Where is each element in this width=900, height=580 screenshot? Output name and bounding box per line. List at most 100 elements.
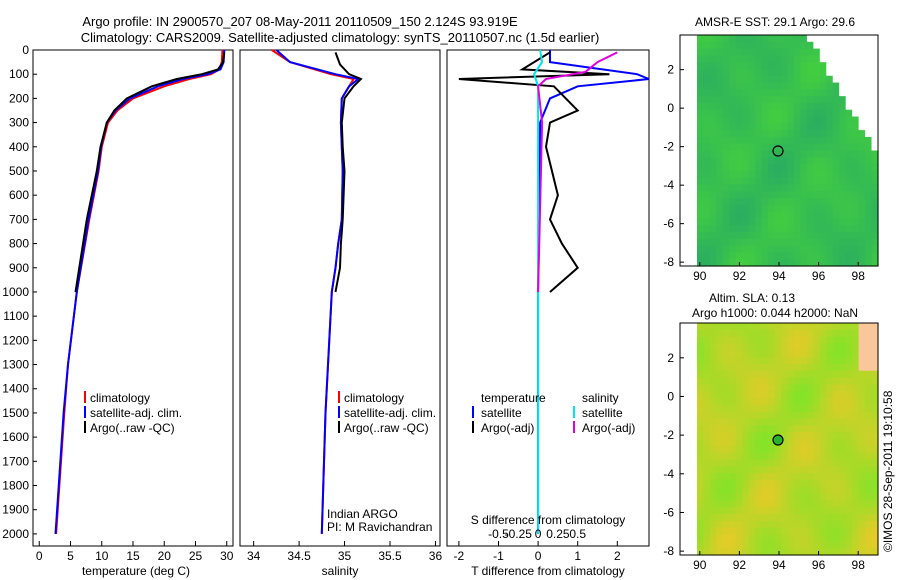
field-cell — [774, 466, 782, 474]
field-cell — [768, 211, 776, 220]
field-cell — [768, 259, 776, 267]
field-cell — [697, 425, 705, 433]
field-cell — [729, 157, 737, 165]
field-cell — [858, 177, 866, 186]
field-cell — [768, 363, 776, 372]
field-cell — [845, 370, 853, 379]
field-cell — [813, 432, 821, 440]
field-cell — [722, 363, 730, 372]
field-cell — [819, 493, 827, 502]
field-cell — [716, 225, 724, 233]
field-cell — [832, 41, 840, 50]
field-cell — [768, 123, 776, 131]
field-cell — [787, 48, 795, 56]
field-cell — [806, 238, 814, 247]
field-cell — [755, 548, 763, 556]
field-cell — [800, 466, 808, 474]
field-cell — [742, 445, 750, 454]
field-cell — [709, 150, 717, 158]
field-cell — [761, 130, 769, 138]
field-cell — [806, 116, 814, 124]
field-cell — [768, 157, 776, 165]
field-cell — [858, 493, 866, 502]
field-cell — [742, 486, 750, 495]
field-cell — [781, 150, 789, 158]
field-cell — [729, 259, 737, 267]
field-cell — [735, 102, 743, 111]
x-tick-label: 25 — [189, 549, 203, 563]
field-cell — [709, 164, 717, 172]
field-cell — [865, 398, 873, 406]
field-cell — [729, 35, 737, 43]
field-cell — [800, 473, 808, 481]
field-cell — [787, 473, 795, 481]
field-cell — [781, 82, 789, 90]
field-cell — [742, 232, 750, 240]
field-cell — [774, 329, 782, 338]
legend-swatch-climatology — [84, 391, 86, 403]
field-cell — [768, 89, 776, 97]
field-cell — [709, 520, 717, 529]
field-cell — [819, 48, 827, 56]
field-cell — [839, 370, 847, 379]
field-cell — [735, 391, 743, 399]
field-cell — [748, 89, 756, 97]
field-cell — [826, 493, 834, 502]
field-cell — [839, 425, 847, 433]
field-cell — [839, 541, 847, 549]
field-cell — [722, 493, 730, 502]
field-cell — [806, 404, 814, 413]
field-cell — [697, 527, 705, 536]
field-cell — [716, 184, 724, 192]
field-cell — [735, 211, 743, 220]
field-cell — [722, 486, 730, 495]
field-cell — [793, 329, 802, 338]
field-cell — [806, 541, 814, 549]
field-cell — [703, 150, 711, 158]
field-cell — [735, 329, 743, 338]
field-cell — [806, 363, 814, 372]
field-cell — [819, 109, 827, 118]
field-cell — [709, 75, 717, 84]
field-cell — [826, 479, 834, 488]
field-cell — [703, 520, 711, 529]
field-cell — [839, 96, 847, 104]
field-cell — [774, 520, 782, 529]
field-cell — [800, 238, 808, 247]
map-x-label: 98 — [852, 558, 866, 572]
field-cell — [781, 493, 789, 502]
field-cell — [787, 245, 795, 254]
field-cell — [839, 238, 847, 247]
field-cell — [697, 252, 705, 260]
field-cell — [748, 170, 756, 179]
temperature-axes — [32, 49, 234, 547]
field-cell — [735, 350, 743, 358]
field-cell — [729, 177, 737, 186]
field-cell — [832, 204, 840, 213]
field-cell — [774, 109, 782, 118]
field-cell — [709, 218, 717, 226]
field-cell — [697, 411, 705, 420]
field-cell — [819, 157, 827, 165]
field-cell — [697, 363, 705, 372]
field-cell — [865, 404, 873, 413]
map-x-label: 98 — [852, 269, 866, 283]
field-cell — [774, 75, 782, 84]
field-cell — [813, 170, 821, 179]
field-cell — [826, 350, 834, 358]
field-cell — [735, 170, 743, 179]
field-cell — [703, 445, 711, 454]
field-cell — [774, 35, 782, 43]
field-cell — [761, 136, 769, 145]
field-cell — [845, 211, 853, 220]
field-cell — [787, 177, 795, 186]
field-cell — [793, 198, 802, 206]
field-cell — [709, 82, 717, 90]
field-cell — [845, 384, 853, 392]
field-cell — [839, 323, 847, 331]
field-cell — [871, 245, 879, 254]
field-cell — [716, 143, 724, 152]
field-cell — [845, 62, 853, 70]
field-cell — [806, 548, 814, 556]
field-cell — [709, 466, 717, 474]
